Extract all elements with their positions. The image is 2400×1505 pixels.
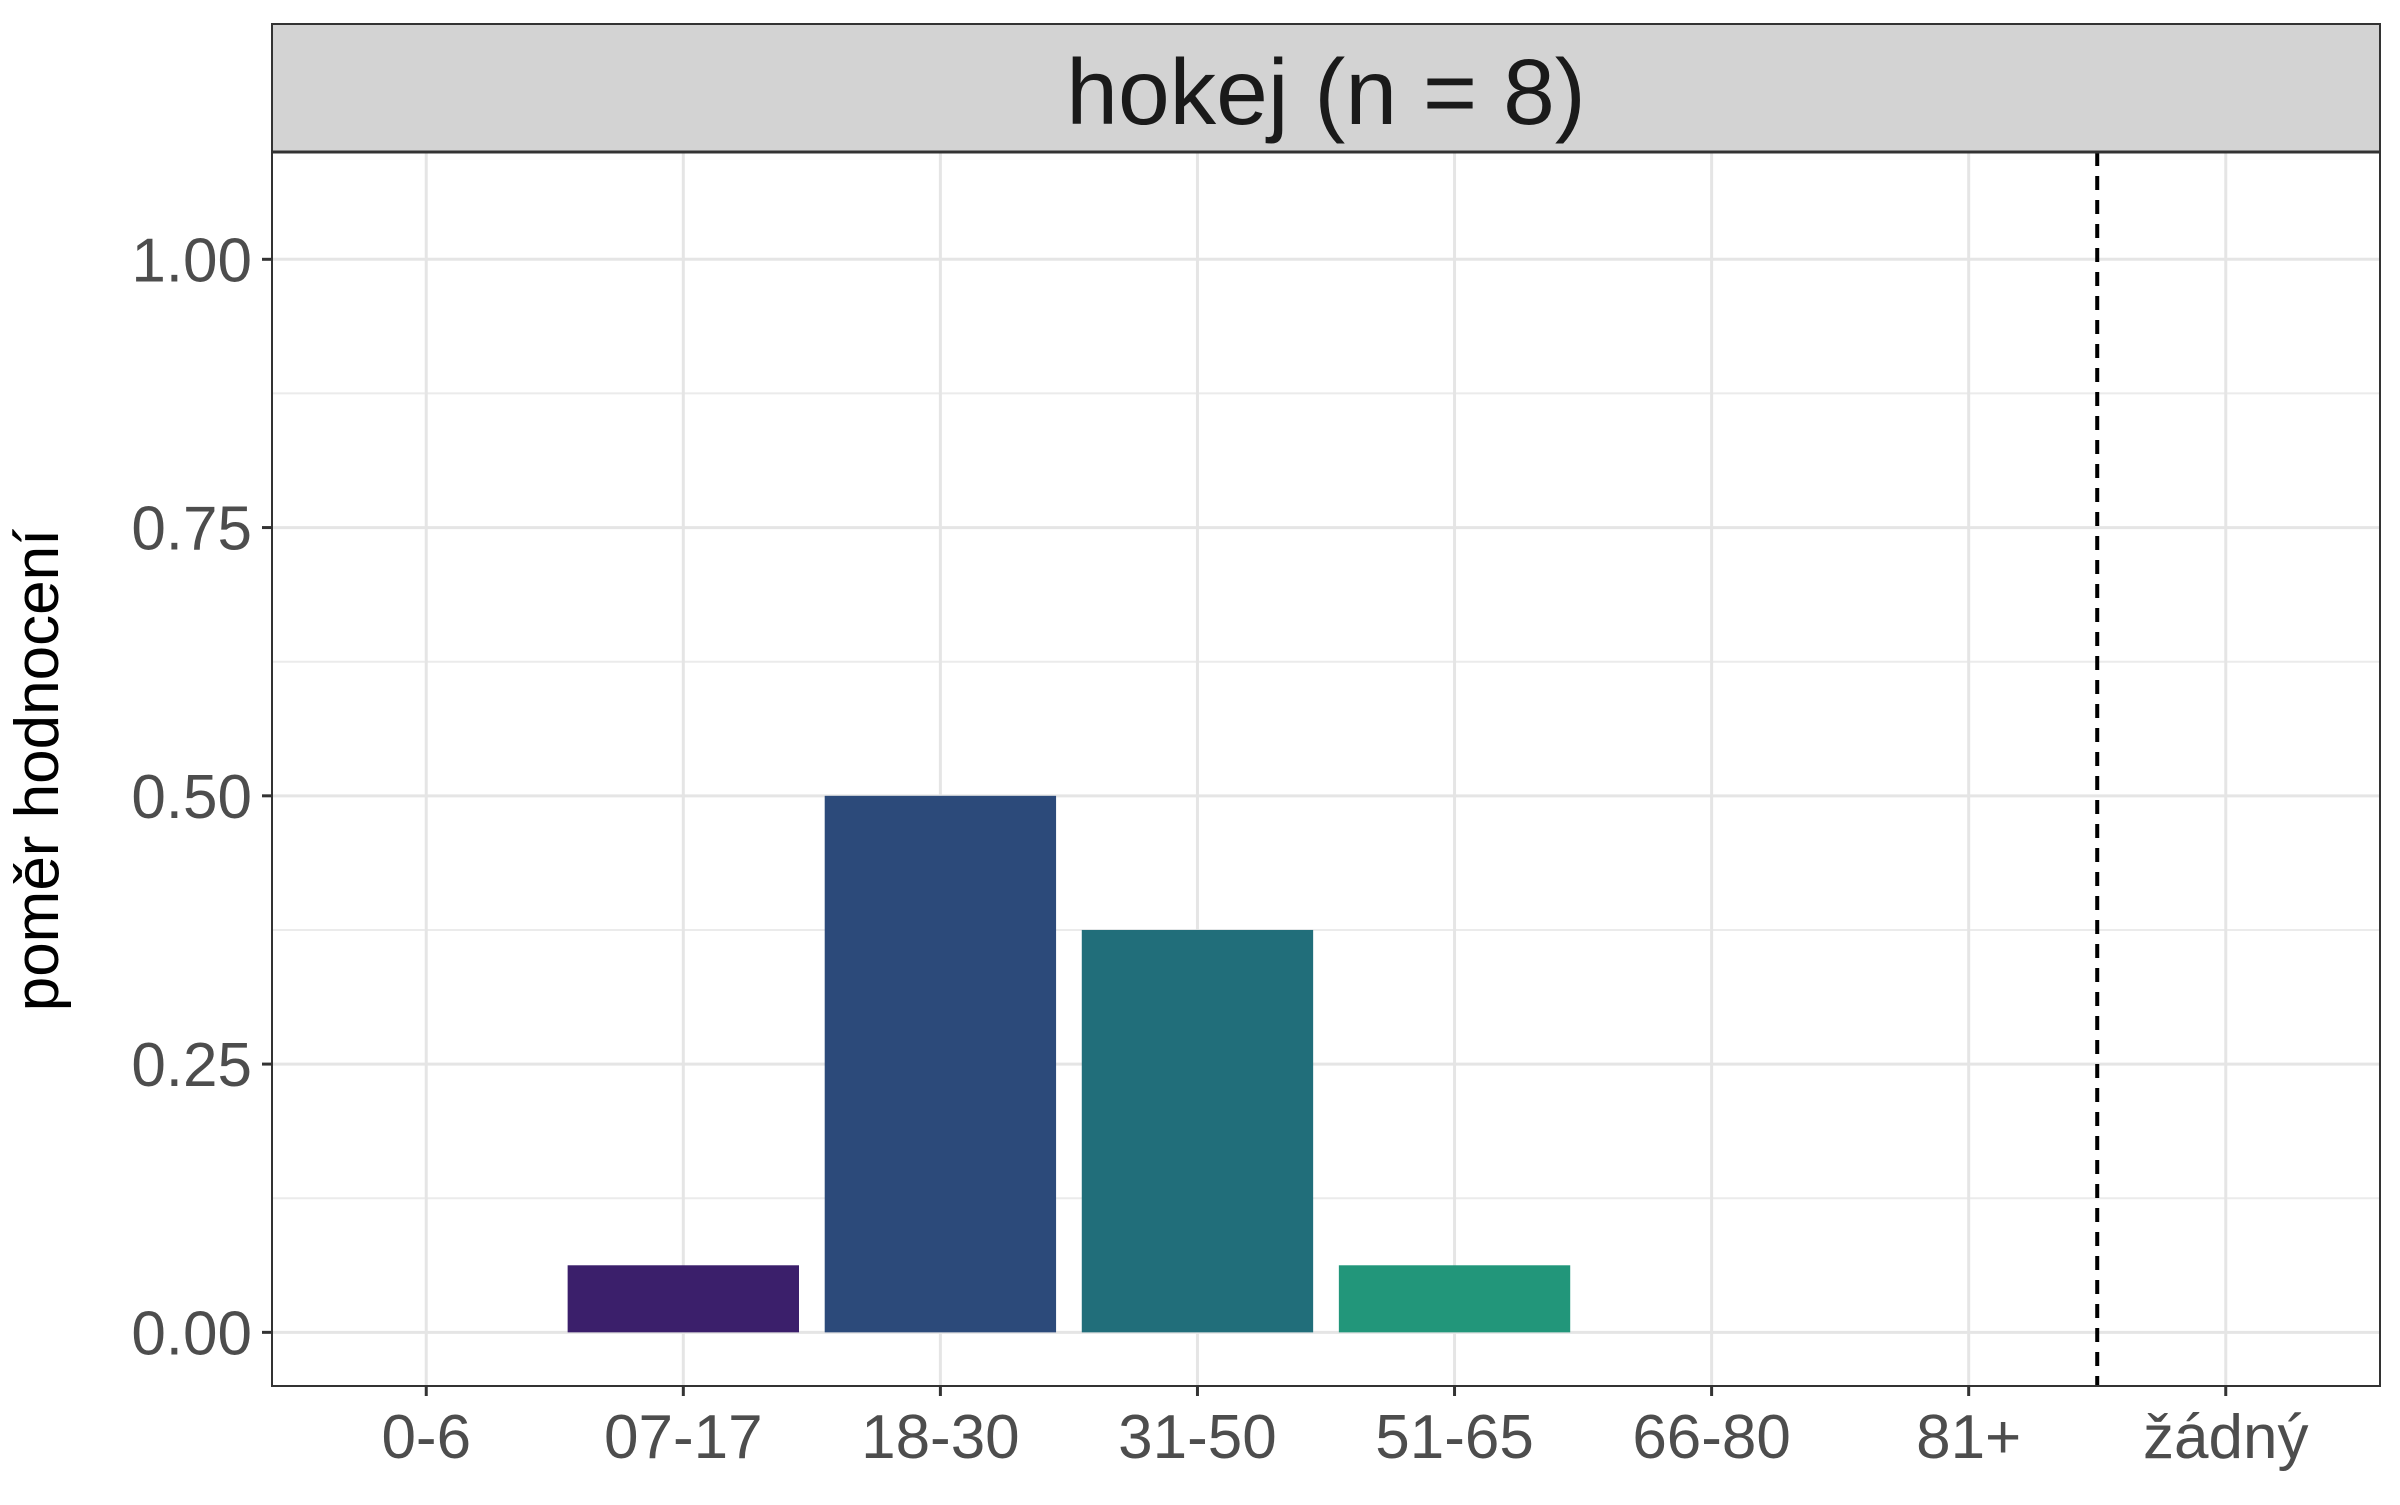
bar-07-17: [567, 1265, 799, 1333]
y-tick-label: 0.50: [131, 763, 252, 832]
x-tick-label: 31-50: [1118, 1403, 1277, 1472]
bars: [567, 795, 1571, 1333]
bar-18-30: [824, 795, 1057, 1333]
y-tick-label: 0.25: [131, 1031, 252, 1100]
facet-strip: [271, 23, 2381, 153]
x-tick-label: 18-30: [861, 1403, 1020, 1472]
bar-51-65: [1338, 1265, 1571, 1333]
axes: 0.00 0.25 0.50 0.75 1.00 0-6 07-17 18-30 31-50 51…: [131, 226, 2308, 1472]
y-tick-label: 0.00: [131, 1299, 252, 1368]
x-tick-label: 66-80: [1632, 1403, 1791, 1472]
plot-panel: [272, 152, 2380, 1386]
x-tick-label: 07-17: [604, 1403, 763, 1472]
y-tick-label: 1.00: [131, 226, 252, 295]
x-tick-label: žádný: [2143, 1403, 2308, 1472]
x-tick-label: 51-65: [1375, 1403, 1534, 1472]
facet-title: hokej (n = 8): [1066, 40, 1586, 144]
bar-31-50: [1081, 929, 1314, 1333]
x-tick-label: 0-6: [381, 1403, 471, 1472]
grid-lines: [272, 152, 2380, 1386]
x-tick-label: 81+: [1916, 1403, 2021, 1472]
y-axis-title: poměr hodnocení: [3, 529, 72, 1012]
y-tick-label: 0.75: [131, 495, 252, 564]
